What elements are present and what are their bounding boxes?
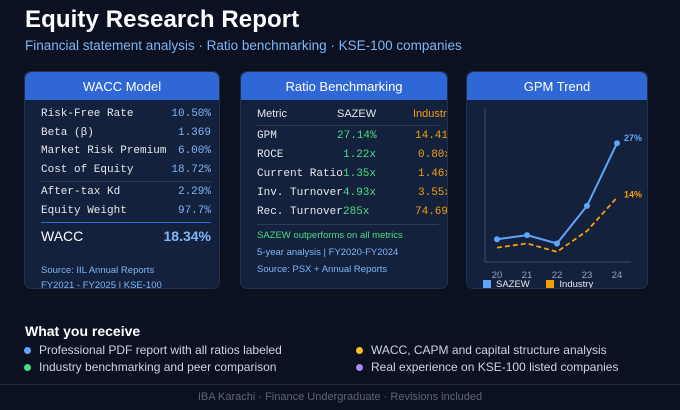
legend-label-company: SAZEW (496, 279, 530, 289)
legend-label-industry: Industry (559, 279, 594, 289)
series-line-industry (496, 196, 618, 253)
ratio-analysis-period: 5-year analysis | FY2020-FY2024 (257, 247, 399, 258)
data-point-sazew (494, 236, 500, 243)
wacc-total: WACC 18.34% (41, 228, 211, 244)
wacc-row-value: 97.7% (177, 205, 211, 217)
page-subtitle: Financial statement analysis · Ratio ben… (25, 38, 462, 53)
data-point-sazew (614, 140, 620, 147)
gpm-legend: SAZEW Industry (483, 279, 594, 289)
legend-swatch-company (483, 280, 491, 288)
ratio-industry-value: 74.69x (415, 206, 448, 218)
ratio-company-value: 1.22x (343, 149, 377, 161)
wacc-row-value: 1.369 (177, 127, 211, 139)
gpm-line-chart: 20 21 22 23 24 27% 14% (484, 108, 642, 281)
bullet-dot (356, 346, 363, 354)
receive-item-text: Real experience on KSE-100 listed compan… (371, 360, 619, 374)
x-tick-label: 22 (552, 270, 563, 281)
ratio-card: Ratio Benchmarking Metric SAZEW Industry… (240, 71, 448, 289)
end-label-sazew: 27% (624, 133, 642, 143)
ratio-card-heading: Ratio Benchmarking (241, 72, 447, 100)
receive-item-text: Professional PDF report with all ratios … (39, 343, 282, 357)
wacc-row: Market Risk Premium 6.00% (41, 145, 211, 157)
divider (41, 181, 211, 182)
wacc-row-label: Risk-Free Rate (41, 108, 134, 120)
wacc-row-label: Cost of Equity (41, 164, 134, 176)
end-label-industry: 14% (624, 190, 642, 200)
x-tick-label: 24 (612, 270, 623, 281)
wacc-card-heading: WACC Model (25, 72, 219, 100)
receive-item: Industry benchmarking and peer compariso… (24, 360, 276, 374)
page-title: Equity Research Report (25, 6, 300, 33)
col-industry-header: Industry (413, 108, 447, 120)
wacc-row-value: 10.50% (171, 108, 211, 120)
wacc-row: Cost of Equity 18.72% (41, 164, 211, 176)
wacc-row-label: Beta (β) (41, 127, 94, 139)
data-point-sazew (524, 232, 530, 239)
data-point-sazew (584, 202, 590, 209)
ratio-industry-value: 3.55x (418, 187, 448, 199)
ratio-company-value: 27.14% (337, 130, 377, 142)
ratio-company-value: 4.93x (343, 187, 377, 199)
wacc-row-value: 18.72% (171, 164, 211, 176)
footer-divider (0, 384, 680, 385)
gpm-card-heading: GPM Trend (467, 72, 647, 100)
wacc-row-value: 6.00% (177, 145, 211, 157)
ratio-metric: Rec. Turnover (257, 206, 343, 218)
data-point-sazew (554, 240, 560, 247)
col-metric-header: Metric (257, 108, 287, 120)
receive-item: Professional PDF report with all ratios … (24, 343, 282, 357)
receive-item-text: Industry benchmarking and peer compariso… (39, 360, 277, 374)
ratio-row: Inv. Turnover 4.93x 3.55x (257, 187, 447, 201)
receive-heading: What you receive (25, 323, 141, 339)
ratio-row: Current Ratio 1.35x 1.46x (257, 168, 447, 182)
ratio-row: GPM 27.14% 14.41% (257, 130, 447, 144)
ratio-source: Source: PSX + Annual Reports (257, 264, 388, 275)
gpm-card: GPM Trend 20 21 22 23 24 27% 14% SAZEW Industr… (466, 71, 648, 289)
wacc-row-label: After-tax Kd (41, 186, 121, 198)
wacc-row-label: Market Risk Premium (41, 145, 167, 157)
ratio-metric: ROCE (257, 149, 284, 161)
wacc-row-label: Equity Weight (41, 205, 127, 217)
x-tick-label: 23 (582, 270, 593, 281)
ratio-metric: Inv. Turnover (257, 187, 343, 199)
wacc-source: Source: IIL Annual Reports (41, 265, 155, 276)
legend-swatch-industry (546, 280, 555, 288)
bullet-dot (356, 363, 363, 371)
divider (41, 222, 211, 223)
col-company-header: SAZEW (337, 108, 377, 120)
divider (257, 224, 439, 225)
ratio-industry-value: 1.46x (418, 168, 448, 180)
footer-text: IBA Karachi · Finance Undergraduate · Re… (197, 391, 483, 403)
receive-item-text: WACC, CAPM and capital structure analysi… (371, 343, 607, 357)
wacc-row: Equity Weight 97.7% (41, 205, 211, 217)
bullet-dot (24, 363, 31, 371)
x-tick-label: 21 (522, 270, 533, 281)
ratio-metric: GPM (257, 130, 277, 142)
wacc-period: FY2021 - FY2025 | KSE-100 (41, 280, 162, 289)
series-line-sazew (496, 142, 618, 245)
ratio-metric: Current Ratio (257, 168, 343, 180)
ratio-company-value: 1.35x (343, 168, 377, 180)
divider (257, 125, 439, 126)
wacc-card: WACC Model Risk-Free Rate 10.50% Beta (β)… (24, 71, 220, 289)
receive-item: Real experience on KSE-100 listed compan… (356, 360, 618, 374)
wacc-row: Beta (β) 1.369 (41, 127, 211, 139)
ratio-note: SAZEW outperforms on all metrics (257, 230, 403, 241)
wacc-total-label: WACC (41, 228, 84, 244)
wacc-row-value: 2.29% (177, 186, 211, 198)
ratio-company-value: 285x (343, 206, 370, 218)
ratio-row: ROCE 1.22x 0.80x (257, 149, 447, 163)
bullet-dot (24, 346, 31, 354)
x-tick-label: 20 (492, 270, 503, 281)
ratio-industry-value: 14.41% (415, 130, 448, 142)
wacc-row: Risk-Free Rate 10.50% (41, 108, 211, 120)
wacc-total-value: 18.34% (163, 228, 211, 244)
ratio-industry-value: 0.80x (418, 149, 448, 161)
receive-item: WACC, CAPM and capital structure analysi… (356, 343, 607, 357)
wacc-row: After-tax Kd 2.29% (41, 186, 211, 198)
